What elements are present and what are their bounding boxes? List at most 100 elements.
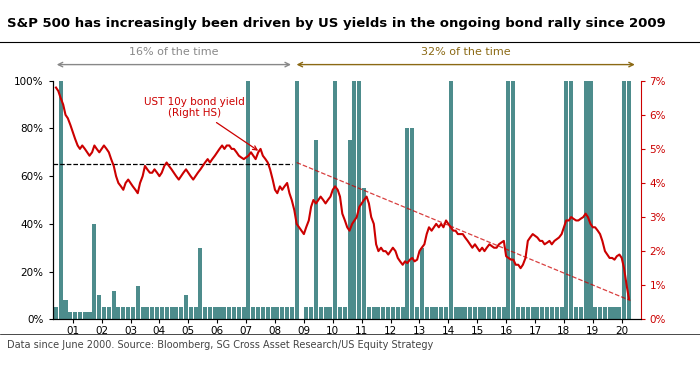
Bar [627, 81, 631, 319]
Bar [83, 312, 87, 319]
Bar [228, 308, 232, 319]
Bar [131, 308, 135, 319]
Bar [343, 308, 347, 319]
Bar [333, 81, 337, 319]
Bar [64, 300, 67, 319]
Bar [237, 308, 241, 319]
Bar [198, 248, 202, 319]
Bar [372, 308, 376, 319]
Bar [241, 308, 246, 319]
Bar [121, 308, 125, 319]
Bar [400, 308, 405, 319]
Bar [497, 308, 501, 319]
Bar [73, 312, 77, 319]
Bar [112, 291, 116, 319]
Bar [146, 308, 149, 319]
Bar [347, 141, 351, 319]
Bar [584, 81, 587, 319]
Bar [463, 308, 467, 319]
Bar [208, 308, 212, 319]
Bar [223, 308, 226, 319]
Bar [169, 308, 174, 319]
Bar [184, 295, 188, 319]
Text: UST 10y bond yield
(Right HS): UST 10y bond yield (Right HS) [144, 97, 257, 150]
Bar [174, 308, 179, 319]
Bar [415, 308, 419, 319]
Text: 16% of the time: 16% of the time [129, 47, 218, 57]
Bar [164, 308, 169, 319]
Bar [54, 308, 58, 319]
Bar [395, 308, 400, 319]
Bar [141, 308, 145, 319]
Bar [410, 128, 414, 319]
Bar [506, 81, 510, 319]
Bar [468, 308, 472, 319]
Bar [92, 224, 97, 319]
Bar [579, 308, 582, 319]
Bar [193, 308, 197, 319]
Bar [275, 308, 279, 319]
Bar [280, 308, 284, 319]
Bar [232, 308, 236, 319]
Bar [295, 81, 299, 319]
Bar [589, 81, 592, 319]
Bar [203, 308, 207, 319]
Bar [502, 308, 506, 319]
Bar [545, 308, 550, 319]
Bar [251, 308, 256, 319]
Bar [309, 308, 313, 319]
Bar [405, 128, 409, 319]
Bar [454, 308, 458, 319]
Bar [188, 308, 193, 319]
Bar [482, 308, 486, 319]
Bar [526, 308, 530, 319]
Bar [559, 308, 564, 319]
Bar [550, 308, 554, 319]
Bar [179, 308, 183, 319]
Bar [304, 308, 308, 319]
Bar [271, 308, 274, 319]
Bar [318, 308, 323, 319]
Bar [622, 81, 626, 319]
Bar [107, 308, 111, 319]
Bar [536, 308, 540, 319]
Bar [521, 308, 525, 319]
Bar [439, 308, 443, 319]
Bar [213, 308, 217, 319]
Bar [155, 308, 159, 319]
Bar [323, 308, 328, 319]
Text: Data since June 2000. Source: Bloomberg, SG Cross Asset Research/US Equity Strat: Data since June 2000. Source: Bloomberg,… [7, 340, 433, 350]
Bar [598, 308, 602, 319]
Bar [511, 81, 515, 319]
Bar [487, 308, 491, 319]
Bar [531, 308, 535, 319]
Bar [382, 308, 386, 319]
Bar [430, 308, 433, 319]
Bar [59, 81, 62, 319]
Bar [116, 308, 120, 319]
Bar [126, 308, 130, 319]
Bar [554, 308, 559, 319]
Bar [246, 81, 251, 319]
Bar [88, 312, 92, 319]
Text: S&P 500 has increasingly been driven by US yields in the ongoing bond rally sinc: S&P 500 has increasingly been driven by … [7, 17, 666, 29]
Bar [150, 308, 154, 319]
Bar [160, 308, 164, 319]
Bar [218, 308, 221, 319]
Bar [338, 308, 342, 319]
Bar [569, 81, 573, 319]
Text: 32% of the time: 32% of the time [421, 47, 510, 57]
Bar [136, 286, 140, 319]
Bar [102, 308, 106, 319]
Bar [574, 308, 578, 319]
Bar [261, 308, 265, 319]
Bar [78, 312, 82, 319]
Bar [473, 308, 477, 319]
Bar [266, 308, 270, 319]
Bar [608, 308, 612, 319]
Bar [444, 308, 448, 319]
Bar [69, 312, 72, 319]
Bar [603, 308, 607, 319]
Bar [612, 308, 617, 319]
Bar [377, 308, 381, 319]
